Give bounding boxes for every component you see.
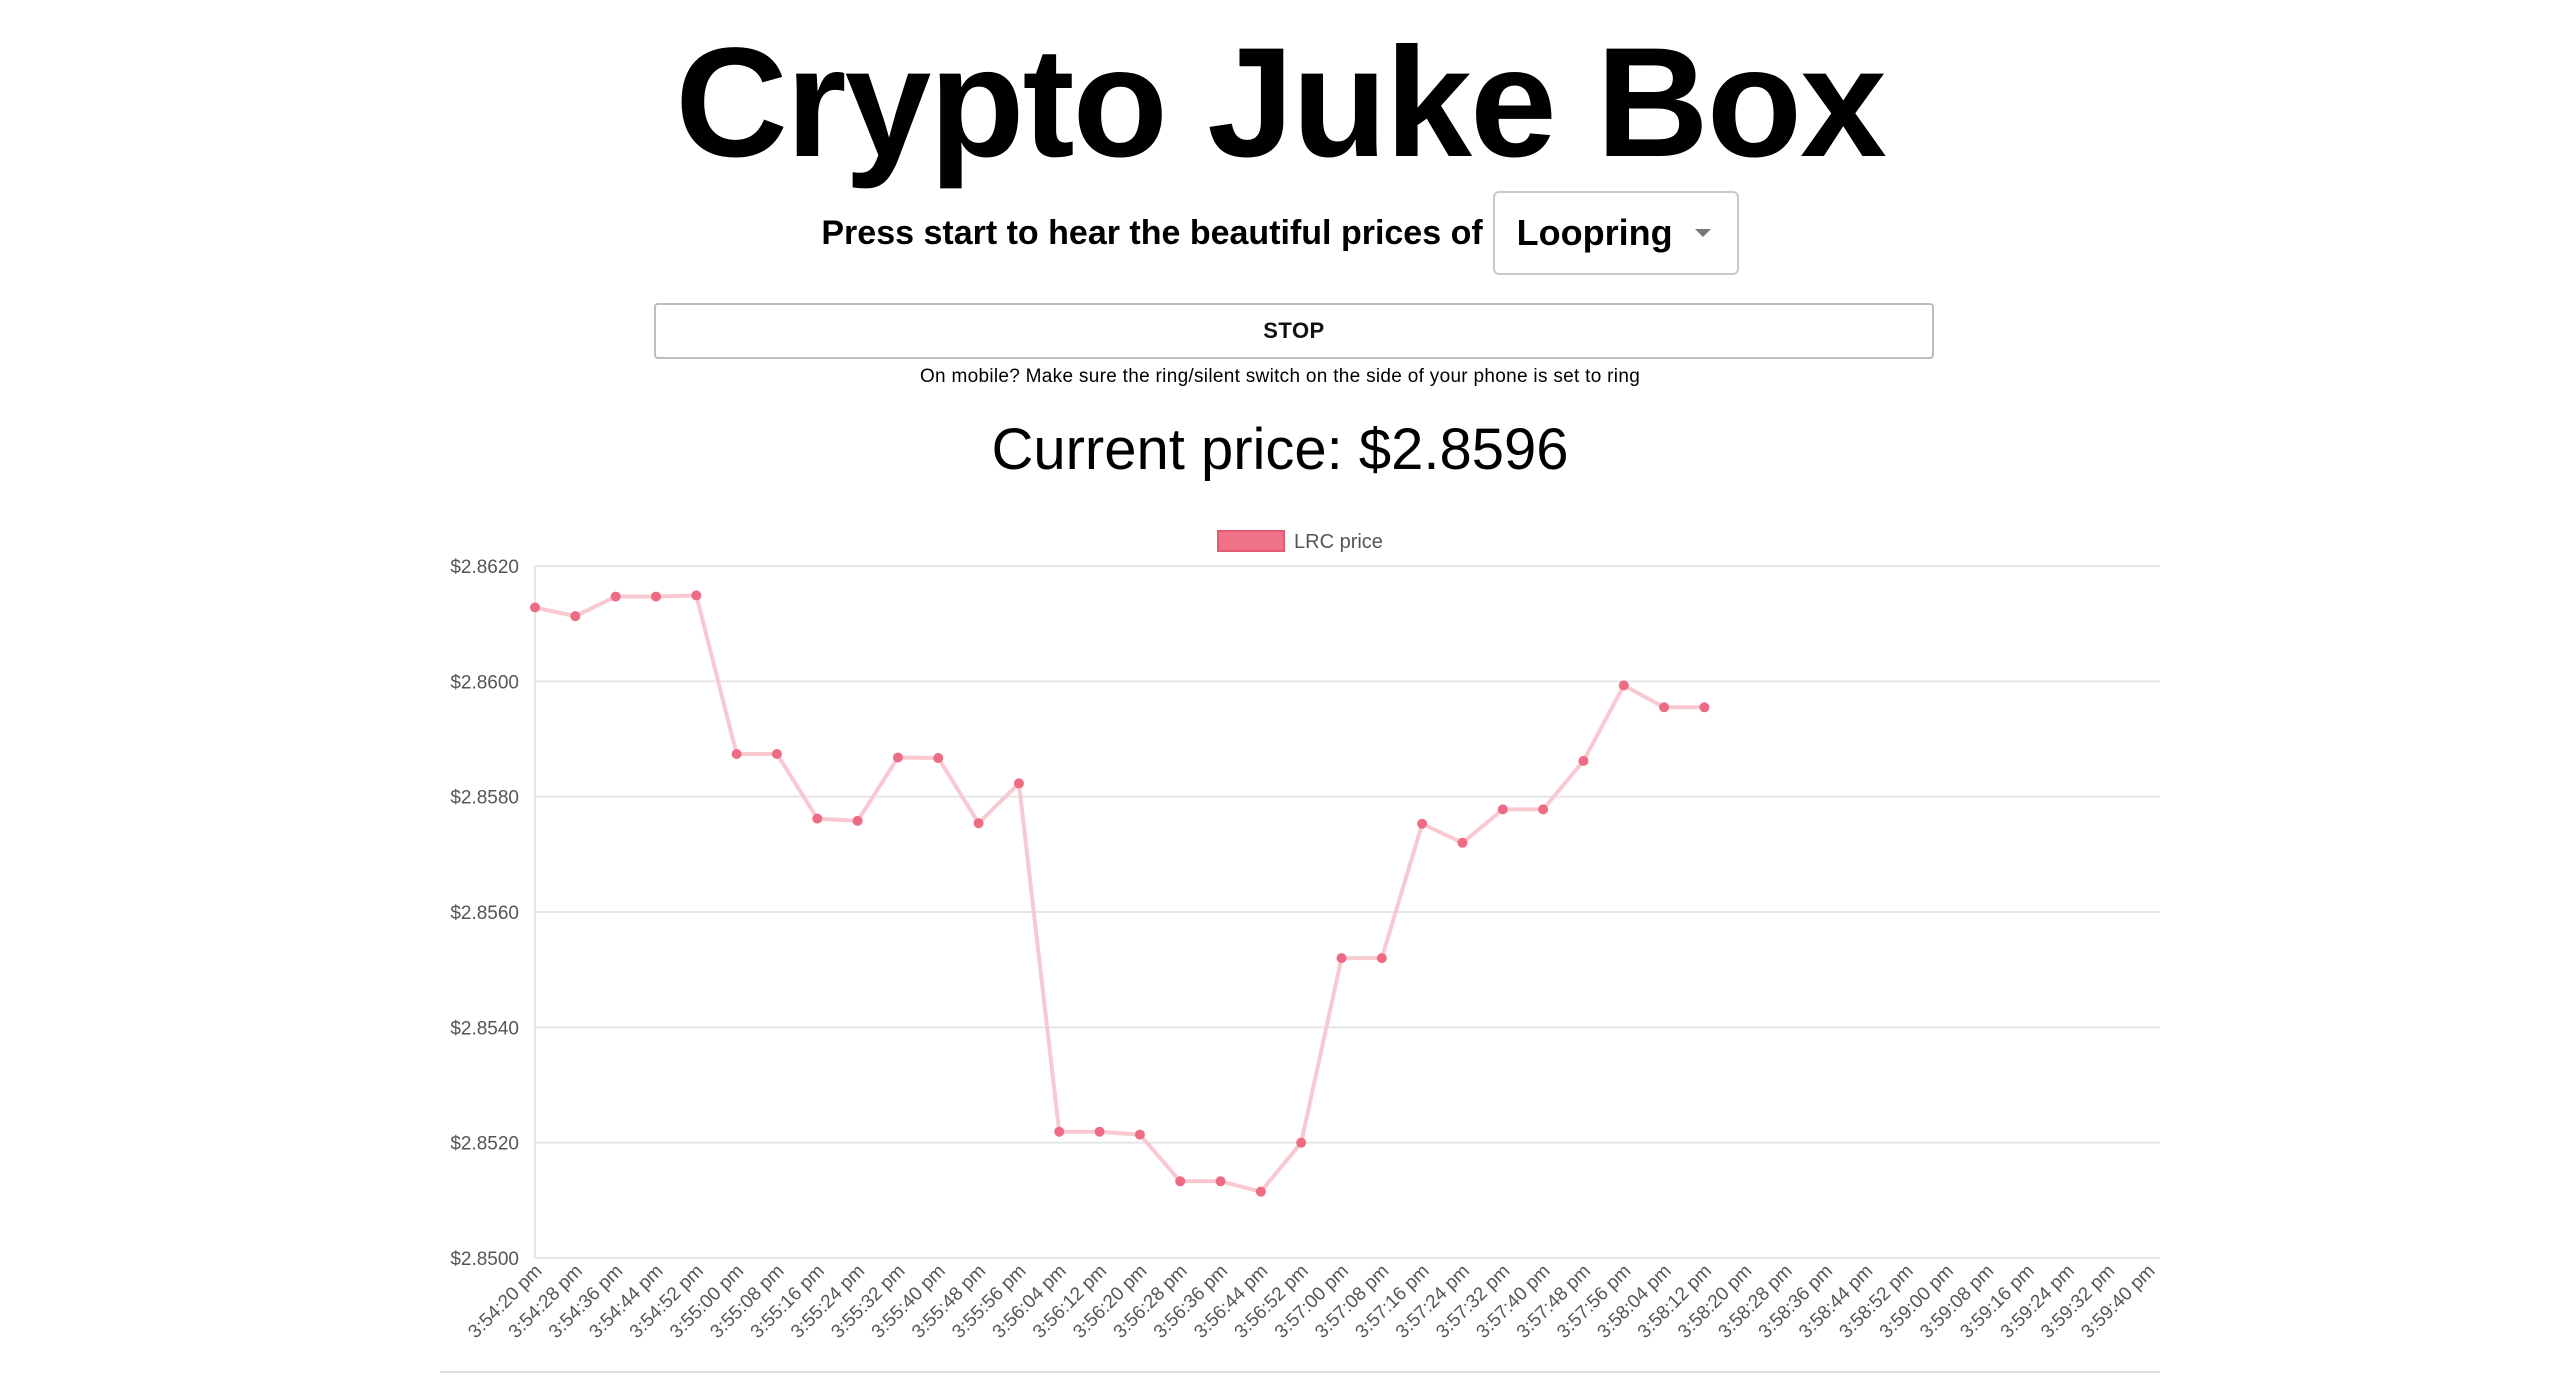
y-tick-label: $2.8500 — [450, 1249, 519, 1270]
data-point — [1013, 778, 1024, 789]
data-point — [812, 813, 823, 824]
data-point — [1175, 1176, 1186, 1187]
coin-select-value: Loopring — [1516, 212, 1673, 253]
data-point — [1457, 837, 1468, 848]
y-tick-label: $2.8580 — [450, 788, 519, 809]
legend-label: LRC price — [1294, 531, 1383, 553]
y-axis-ticks: $2.8620 $2.8600 $2.8580 $2.8560 $2.8540 $2.85… — [450, 557, 519, 1270]
y-tick-label: $2.8620 — [450, 557, 519, 578]
data-point — [892, 752, 903, 763]
footer-cutoff — [0, 1364, 2560, 1378]
data-point — [933, 753, 944, 764]
series-line — [534, 593, 1705, 1194]
data-point — [1054, 1126, 1065, 1137]
data-point — [1255, 1186, 1266, 1197]
y-tick-label: $2.8540 — [450, 1018, 519, 1039]
data-point — [1134, 1129, 1145, 1140]
data-point — [1659, 702, 1670, 713]
data-point — [570, 611, 581, 622]
legend-swatch — [1217, 530, 1285, 552]
data-point — [1336, 953, 1347, 964]
data-point — [1376, 953, 1387, 964]
data-point — [771, 748, 782, 759]
data-point — [852, 815, 863, 826]
series-line-layer — [534, 593, 1705, 1194]
data-point — [1538, 804, 1549, 815]
data-point — [691, 590, 702, 601]
y-tick-label: $2.8600 — [450, 672, 519, 693]
data-point — [1699, 702, 1710, 713]
x-axis-ticks: 3:54:20 pm3:54:28 pm3:54:36 pm3:54:44 pm… — [464, 1261, 2159, 1343]
data-point — [650, 591, 661, 602]
mobile-hint: On mobile? Make sure the ring/silent swi… — [919, 366, 1641, 387]
coin-selector-row: Press start to hear the beautiful prices… — [0, 190, 2560, 276]
y-tick-label: $2.8560 — [450, 903, 519, 924]
data-point — [731, 748, 742, 759]
series-points — [530, 590, 1710, 1197]
data-point — [973, 818, 984, 829]
data-point — [610, 591, 621, 602]
data-point — [1497, 804, 1508, 815]
data-point — [1578, 755, 1589, 766]
data-point — [530, 602, 540, 613]
data-point — [1417, 818, 1428, 829]
chart-grid — [440, 565, 2160, 1373]
page-title: Crypto Juke Box — [675, 16, 1887, 190]
data-point — [1296, 1137, 1307, 1148]
coin-select[interactable]: Loopring — [1492, 191, 1739, 275]
data-point — [1094, 1126, 1105, 1137]
chart-legend: LRC price — [1217, 530, 1383, 553]
data-point — [1215, 1176, 1226, 1187]
stop-button[interactable]: STOP — [654, 303, 1934, 359]
chevron-down-icon — [1694, 229, 1711, 237]
coin-prompt-text: Press start to hear the beautiful prices… — [821, 213, 1483, 252]
current-price: Current price: $2.8596 — [991, 417, 1569, 482]
y-tick-label: $2.8520 — [450, 1134, 519, 1155]
data-point — [1618, 680, 1629, 691]
